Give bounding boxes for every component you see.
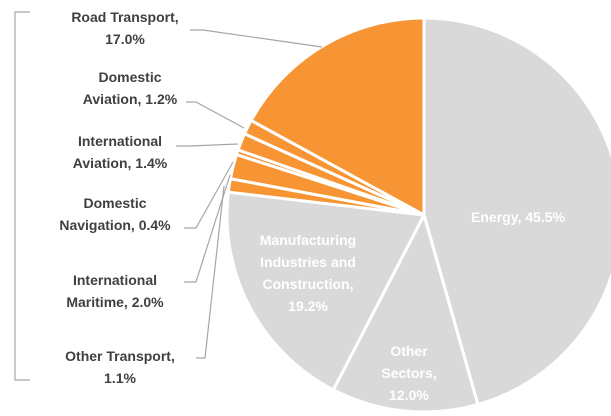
leader-line <box>190 29 323 48</box>
data-label: International Aviation, 1.4% <box>73 133 168 171</box>
data-label: Domestic Navigation, 0.4% <box>59 195 171 233</box>
pie-slice <box>422 16 611 406</box>
leader-line <box>186 101 245 129</box>
data-label: Other Sectors, 12.0% <box>381 343 436 403</box>
pie-slice <box>331 213 480 414</box>
data-label: Manufacturing Industries and Construction,… <box>260 232 356 314</box>
pie-slice <box>225 190 426 392</box>
pie <box>225 16 611 414</box>
data-label: Energy, 45.5% <box>471 209 565 225</box>
bracket <box>14 11 30 381</box>
leader-line <box>176 143 239 147</box>
data-label: Road Transport, 17.0% <box>71 9 178 47</box>
data-label: Domestic Aviation, 1.2% <box>83 69 178 107</box>
leader-line <box>184 174 231 283</box>
data-label: Other Transport, 1.1% <box>65 348 175 386</box>
leader-line <box>196 185 225 359</box>
data-labels: Energy, 45.5% Other Sectors, 12.0% Manufactu… <box>59 9 565 403</box>
leader-line <box>184 161 234 229</box>
data-label: International Maritime, 2.0% <box>66 272 164 310</box>
pie-slice <box>249 16 426 217</box>
